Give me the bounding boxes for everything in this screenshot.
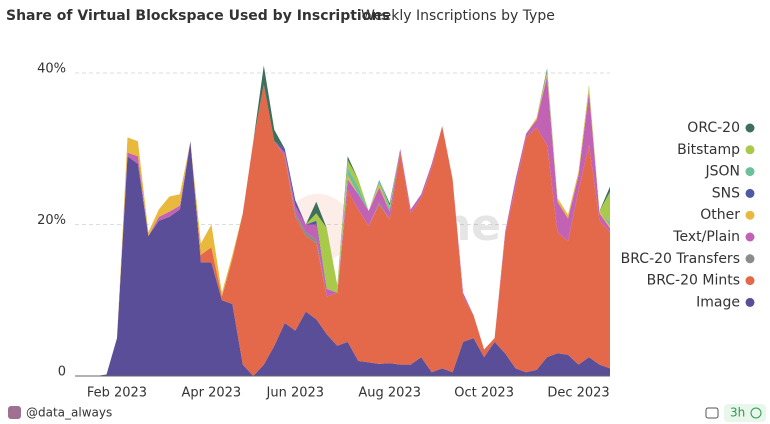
legend-label: Bitstamp xyxy=(677,142,740,158)
area xyxy=(75,65,610,376)
legend-label: ORC-20 xyxy=(687,120,740,136)
legend-label: SNS xyxy=(712,185,740,201)
avatar xyxy=(8,406,21,419)
legend-swatch xyxy=(745,276,755,286)
legend-label: BRC-20 Mints xyxy=(647,273,740,289)
legend-swatch xyxy=(745,123,755,133)
legend-swatch xyxy=(745,167,755,177)
area xyxy=(75,84,610,377)
chart-subtitle: Weekly Inscriptions by Type xyxy=(361,8,555,24)
x-tick-label: Apr 2023 xyxy=(182,386,242,401)
y-tick-label: 20% xyxy=(37,213,66,228)
legend-swatch xyxy=(745,210,755,220)
y-tick-label: 40% xyxy=(37,62,66,77)
legend-label: Image xyxy=(696,294,740,310)
legend-swatch xyxy=(745,188,755,198)
user[interactable]: @data_always xyxy=(26,406,112,420)
legend-label: Text/Plain xyxy=(672,229,740,245)
area xyxy=(75,70,610,377)
legend-label: Other xyxy=(700,207,740,223)
age: 3h xyxy=(730,406,745,420)
x-tick-label: Dec 2023 xyxy=(547,386,609,401)
legend-label: JSON xyxy=(704,164,740,180)
x-tick-label: Oct 2023 xyxy=(454,386,514,401)
camera-icon[interactable] xyxy=(705,407,719,419)
x-tick-label: Feb 2023 xyxy=(87,386,147,401)
legend-swatch xyxy=(745,232,755,242)
legend-swatch xyxy=(745,145,755,155)
legend-swatch xyxy=(745,254,755,264)
check-icon xyxy=(750,407,762,419)
x-tick-label: Aug 2023 xyxy=(358,386,421,401)
legend-label: BRC-20 Transfers xyxy=(621,251,740,267)
y-tick-label: 0 xyxy=(58,365,66,380)
legend-swatch xyxy=(745,297,755,307)
x-tick-label: Jun 2023 xyxy=(266,386,325,401)
area xyxy=(75,141,610,376)
chart-title: Share of Virtual Blockspace Used by Insc… xyxy=(6,8,390,24)
